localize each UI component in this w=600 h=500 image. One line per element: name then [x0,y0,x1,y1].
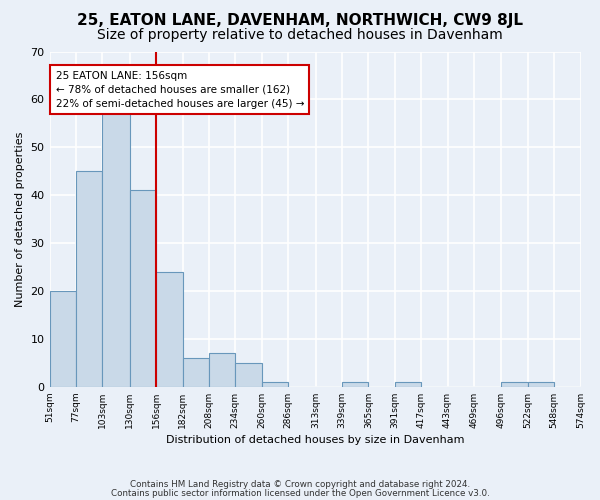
Bar [262,382,288,387]
Bar [130,190,156,387]
Text: 25 EATON LANE: 156sqm
← 78% of detached houses are smaller (162)
22% of semi-det: 25 EATON LANE: 156sqm ← 78% of detached … [56,70,304,108]
Text: Contains HM Land Registry data © Crown copyright and database right 2024.: Contains HM Land Registry data © Crown c… [130,480,470,489]
Bar [156,272,182,387]
Bar [209,354,235,387]
Bar [528,382,554,387]
Bar [502,382,528,387]
Bar [50,291,76,387]
Bar [103,109,130,387]
Y-axis label: Number of detached properties: Number of detached properties [15,132,25,307]
Bar [76,172,103,387]
Text: Size of property relative to detached houses in Davenham: Size of property relative to detached ho… [97,28,503,42]
Bar [395,382,421,387]
Text: Contains public sector information licensed under the Open Government Licence v3: Contains public sector information licen… [110,489,490,498]
Bar [182,358,209,387]
Text: 25, EATON LANE, DAVENHAM, NORTHWICH, CW9 8JL: 25, EATON LANE, DAVENHAM, NORTHWICH, CW9… [77,12,523,28]
Bar [342,382,368,387]
Bar [235,363,262,387]
X-axis label: Distribution of detached houses by size in Davenham: Distribution of detached houses by size … [166,435,464,445]
